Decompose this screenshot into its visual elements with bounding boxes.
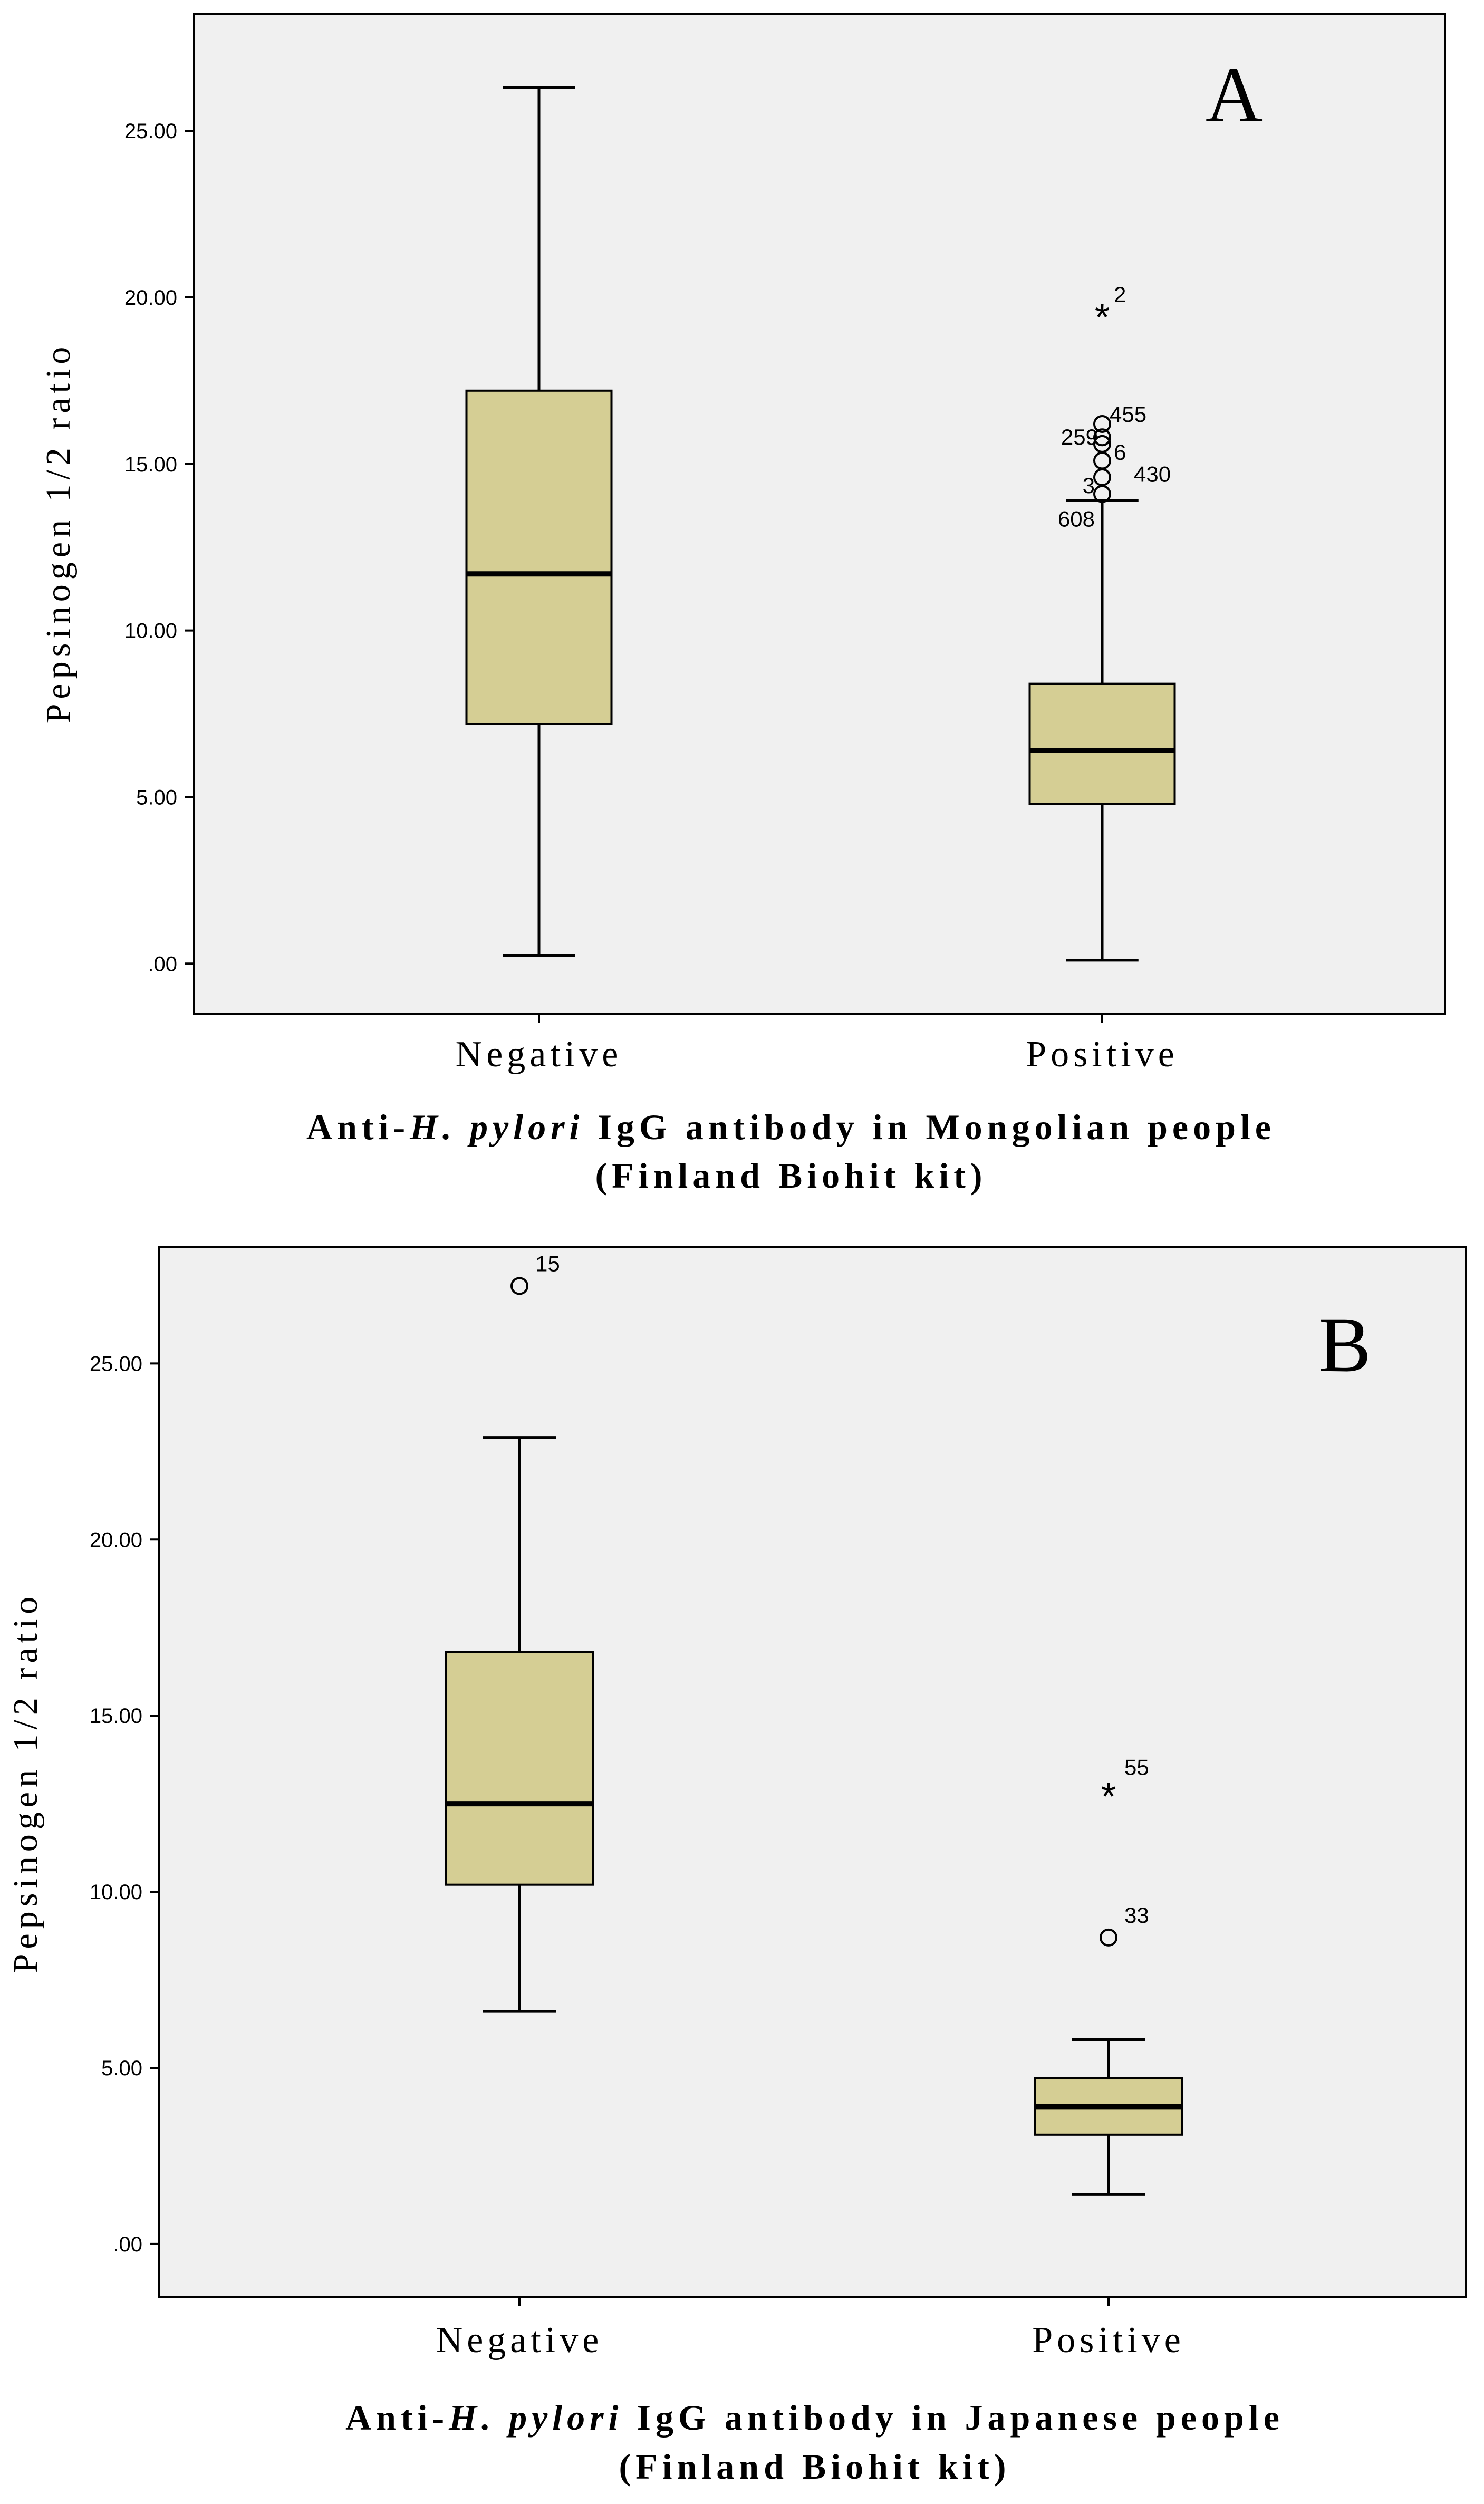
outlier-label: 2 — [1114, 282, 1126, 307]
x-tick-label: Positive — [1026, 1034, 1179, 1075]
outlier-label: 259 — [1061, 425, 1098, 449]
outlier-label: 608 — [1058, 507, 1095, 532]
outlier-circle — [510, 1277, 528, 1295]
outlier-star: * — [1095, 295, 1110, 339]
x-axis-label-prefix: Anti- — [345, 2397, 449, 2438]
y-tick-label: .00 — [113, 2233, 142, 2256]
x-tick-label: Negative — [436, 2320, 603, 2361]
x-axis-label-suffix: IgG antibody in Mongolian people — [584, 1107, 1276, 1147]
y-tick-label: 20.00 — [90, 1528, 142, 1552]
outlier-circle — [1093, 428, 1111, 447]
x-axis-label-prefix: Anti- — [306, 1107, 410, 1147]
outlier-label: 33 — [1124, 1903, 1149, 1928]
y-tick-label: 20.00 — [124, 286, 177, 310]
box-negative — [465, 86, 613, 957]
y-tick-label: .00 — [148, 952, 177, 976]
box-positive: * 55 33 — [1034, 1755, 1183, 2196]
plot-area — [193, 13, 1446, 1015]
y-tick-label: 5.00 — [136, 786, 177, 809]
outlier-label: 430 — [1134, 461, 1171, 486]
x-axis-label-species: H. pylori — [448, 2397, 623, 2438]
y-tick-label: 10.00 — [124, 620, 177, 643]
y-tick-label: 25.00 — [90, 1352, 142, 1375]
outlier-label: 55 — [1124, 1755, 1149, 1779]
x-axis-label-line2: (Finland Biohit kit) — [595, 1155, 987, 1196]
outlier-label: 6 — [1114, 440, 1126, 465]
outlier-label: 15 — [535, 1251, 560, 1276]
y-tick-label: 10.00 — [90, 1881, 142, 1904]
outlier-circle — [1100, 1928, 1117, 1947]
outlier-label: 3 — [1083, 473, 1095, 498]
iqr-box — [1028, 682, 1176, 805]
box-negative: 15 — [445, 1251, 594, 2013]
x-axis-label-suffix: IgG antibody in Japanese people — [623, 2397, 1284, 2438]
panel-label: B — [1318, 1301, 1371, 1389]
outlier-label: 455 — [1110, 402, 1146, 427]
outlier-circle — [1093, 415, 1111, 433]
x-axis-label-species: H. pylori — [409, 1107, 584, 1147]
panel-b: .00 5.00 10.00 15.00 20.00 25.00 Pepsinogen 1/… — [6, 1246, 1467, 2487]
outlier-star: * — [1101, 1774, 1116, 1818]
plot-area — [158, 1246, 1467, 2298]
iqr-box — [465, 389, 613, 725]
y-tick-label: 15.00 — [124, 453, 177, 476]
outlier-circle — [1093, 485, 1111, 503]
y-tick-label: 5.00 — [101, 2057, 142, 2080]
panel-label: A — [1206, 51, 1263, 139]
x-axis-label-line2: (Finland Biohit kit) — [619, 2447, 1010, 2487]
x-tick-label: Negative — [456, 1034, 623, 1075]
x-tick-label: Positive — [1032, 2320, 1185, 2361]
box-positive: *2 455 259 6 430 3 608 — [1028, 282, 1176, 962]
panel-a: .00 5.00 10.00 15.00 20.00 25.00 Pepsinogen 1/… — [39, 13, 1446, 1196]
x-axis-label: Anti-H. pylori IgG antibody in Mongolian… — [306, 1107, 1276, 1147]
x-axis-label: Anti-H. pylori IgG antibody in Japanese … — [345, 2397, 1284, 2438]
iqr-box — [445, 1651, 594, 1886]
y-tick-label: 15.00 — [90, 1704, 142, 1728]
y-tick-label: 25.00 — [124, 120, 177, 143]
y-axis-label: Pepsinogen 1/2 ratio — [6, 1592, 45, 1973]
y-axis-label: Pepsinogen 1/2 ratio — [39, 342, 78, 724]
